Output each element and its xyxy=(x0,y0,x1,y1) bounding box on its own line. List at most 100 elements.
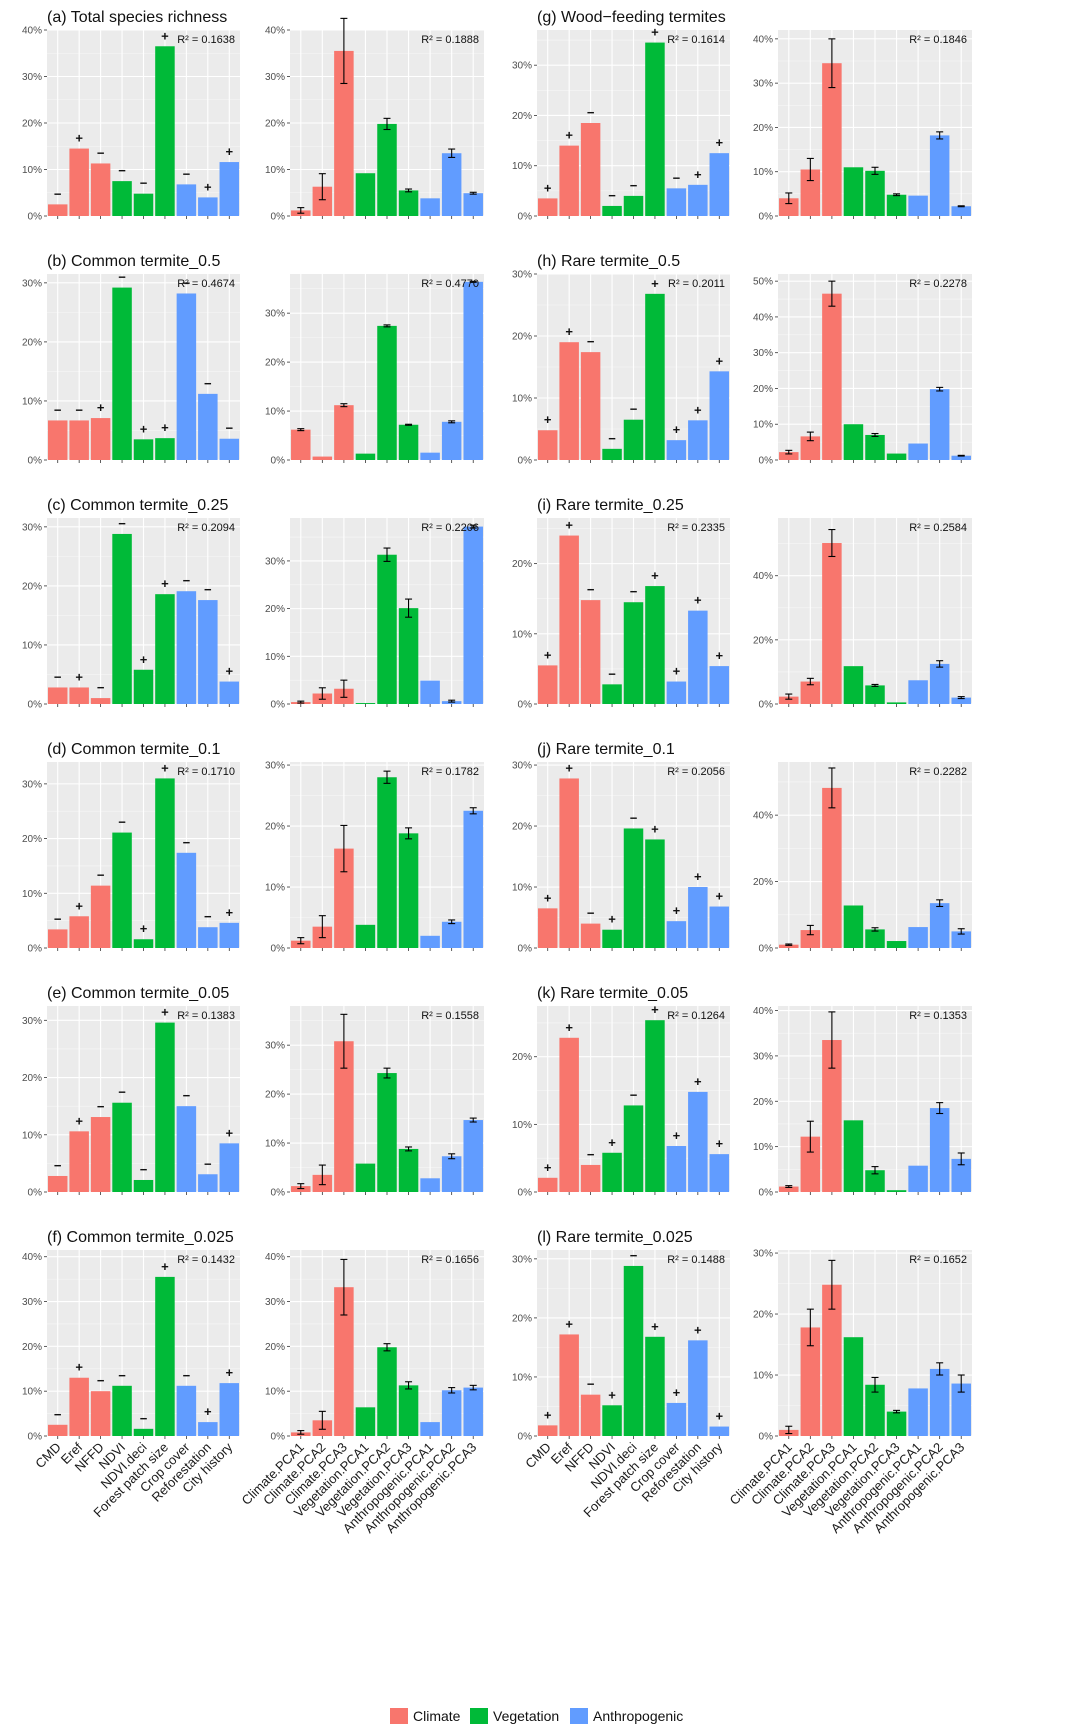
bar xyxy=(908,195,928,216)
y-tick-label: 30% xyxy=(512,270,532,281)
bar xyxy=(929,903,950,948)
y-tick-label: 10% xyxy=(265,407,285,418)
effect-sign: + xyxy=(544,1407,552,1422)
y-tick-label: 10% xyxy=(22,1387,42,1398)
bar xyxy=(709,906,730,948)
bar xyxy=(779,696,799,704)
bar xyxy=(312,186,333,216)
effect-sign: + xyxy=(225,664,233,679)
bar xyxy=(951,931,971,948)
y-tick-label: 30% xyxy=(265,1041,285,1052)
bar xyxy=(420,1422,440,1436)
bar xyxy=(580,123,601,216)
y-tick-label: 20% xyxy=(753,877,773,888)
y-tick-label: 10% xyxy=(512,161,532,172)
effect-sign: − xyxy=(54,1158,62,1173)
bar xyxy=(176,591,197,704)
bar xyxy=(688,184,708,216)
effect-sign: + xyxy=(715,353,723,368)
bar xyxy=(155,594,175,704)
y-tick-label: 30% xyxy=(753,348,773,359)
y-tick-label: 0% xyxy=(271,1432,286,1443)
bar xyxy=(219,438,240,460)
effect-sign: + xyxy=(161,760,169,775)
bar xyxy=(198,927,218,948)
bar xyxy=(69,420,89,460)
effect-sign: − xyxy=(118,815,126,830)
bar xyxy=(377,1073,397,1192)
bar xyxy=(176,852,197,948)
bar xyxy=(688,1091,708,1192)
bar xyxy=(69,687,89,704)
bar xyxy=(291,940,311,948)
effect-sign: − xyxy=(183,1088,191,1103)
bar xyxy=(822,63,842,216)
r-squared-label: R² = 0.1656 xyxy=(421,1254,479,1266)
effect-sign: + xyxy=(161,420,169,435)
y-tick-label: 40% xyxy=(753,312,773,323)
panel-l_left: (l) Rare termite_0.0250%10%20%30%++−+−++… xyxy=(512,1229,730,1443)
bar xyxy=(886,194,907,216)
y-tick-label: 10% xyxy=(512,1372,532,1383)
bar xyxy=(219,922,240,948)
y-tick-label: 50% xyxy=(753,277,773,288)
bar xyxy=(441,1156,462,1192)
bar xyxy=(865,929,885,948)
effect-sign: − xyxy=(183,275,191,290)
panel-d_right: 0% 10% 20% 30% R² = 0.1782 xyxy=(265,761,484,955)
bar xyxy=(822,1284,842,1436)
bar xyxy=(112,181,132,216)
r-squared-label: R² = 0.1353 xyxy=(909,1010,967,1022)
y-tick-label: 20% xyxy=(22,581,42,592)
y-tick-label: 40% xyxy=(753,34,773,45)
r-squared-label: R² = 0.1264 xyxy=(667,1010,725,1022)
bar xyxy=(198,197,218,216)
bar xyxy=(133,1179,154,1192)
bar xyxy=(800,681,821,704)
bar xyxy=(463,193,483,216)
effect-sign: + xyxy=(715,1136,723,1151)
bar xyxy=(398,424,419,460)
effect-sign: − xyxy=(118,1368,126,1383)
bar xyxy=(47,420,68,460)
y-tick-label: 30% xyxy=(753,1249,773,1260)
bar xyxy=(688,1340,708,1436)
bar xyxy=(951,455,971,460)
y-tick-label: 0% xyxy=(518,1188,533,1199)
panel-title: (b) Common termite_0.5 xyxy=(47,253,220,270)
r-squared-label: R² = 0.2282 xyxy=(909,766,967,778)
bar xyxy=(623,602,644,704)
bar xyxy=(908,443,928,460)
y-tick-label: 20% xyxy=(22,1073,42,1084)
effect-sign: + xyxy=(161,1259,169,1274)
y-tick-label: 0% xyxy=(28,456,43,467)
bar xyxy=(666,1402,687,1436)
bar xyxy=(441,1390,462,1436)
y-tick-label: 0% xyxy=(271,944,286,955)
bar xyxy=(666,921,687,948)
bar xyxy=(559,1037,579,1192)
bar xyxy=(645,1020,665,1192)
panel-c_right: 0% 10% 20% 30% R² = 0.2206 xyxy=(265,518,484,711)
bar xyxy=(219,162,240,216)
effect-sign: − xyxy=(204,909,212,924)
effect-sign: + xyxy=(140,421,148,436)
panel-h_right: 0% 10% 20% 30% 40% 50% R² = 0.2278 xyxy=(753,274,972,467)
effect-sign: − xyxy=(183,166,191,181)
effect-sign: + xyxy=(75,669,83,684)
y-tick-label: 30% xyxy=(265,556,285,567)
bar xyxy=(886,941,907,948)
panel-title: (a) Total species richness xyxy=(47,9,227,26)
effect-sign: − xyxy=(97,1373,105,1388)
effect-sign: + xyxy=(544,1160,552,1175)
effect-sign: − xyxy=(97,680,105,695)
effect-sign: + xyxy=(715,889,723,904)
effect-sign: + xyxy=(694,593,702,608)
y-tick-label: 0% xyxy=(28,1432,43,1443)
r-squared-label: R² = 0.1782 xyxy=(421,766,479,778)
y-tick-label: 0% xyxy=(28,700,43,711)
bar xyxy=(908,1165,928,1192)
y-tick-label: 20% xyxy=(753,1097,773,1108)
bar xyxy=(822,787,842,948)
bar xyxy=(800,1136,821,1192)
